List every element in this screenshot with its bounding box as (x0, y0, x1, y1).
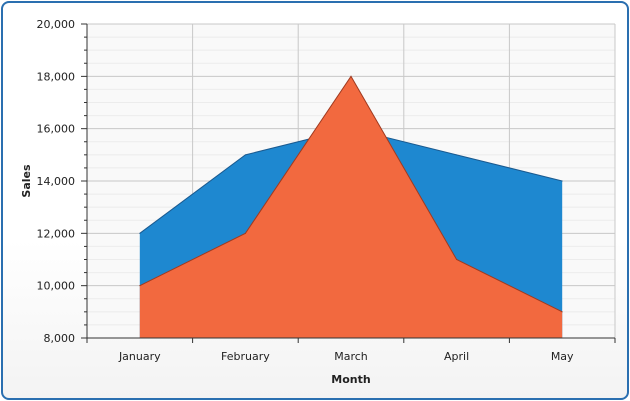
x-tick-label: February (221, 350, 270, 363)
series-1-point-february (244, 154, 246, 156)
series-2-point-march (350, 75, 352, 77)
y-tick-label: 14,000 (37, 175, 76, 188)
y-tick-label: 16,000 (37, 123, 76, 136)
x-axis-title: Month (331, 373, 370, 386)
y-tick-label: 10,000 (37, 280, 76, 293)
series-1-point-april (456, 154, 458, 156)
axes (81, 23, 616, 343)
series-2-area (139, 76, 563, 338)
area-chart: 8,000 10,000 12,000 14,000 16,000 18,000 20,00… (20, 18, 616, 386)
y-tick-label: 18,000 (37, 70, 76, 83)
series-2-point-january (139, 285, 141, 287)
y-tick-label: 8,000 (44, 332, 76, 345)
x-tick-label: May (551, 350, 574, 363)
y-axis-title: Sales (20, 164, 33, 198)
x-tick-label: January (118, 350, 161, 363)
y-tick-labels: 8,000 10,000 12,000 14,000 16,000 18,000 20,00… (37, 18, 76, 345)
y-tick-label: 12,000 (37, 227, 76, 240)
series-areas (139, 75, 563, 338)
series-2-point-february (244, 232, 246, 234)
x-tick-label: April (444, 350, 469, 363)
series-1-point-may (561, 180, 563, 182)
y-tick-label: 20,000 (37, 18, 76, 31)
series-1-point-january (139, 232, 141, 234)
series-2-point-may (561, 311, 563, 313)
x-tick-labels: January February March April May (118, 350, 574, 363)
series-2-point-april (456, 259, 458, 260)
x-tick-label: March (334, 350, 368, 363)
